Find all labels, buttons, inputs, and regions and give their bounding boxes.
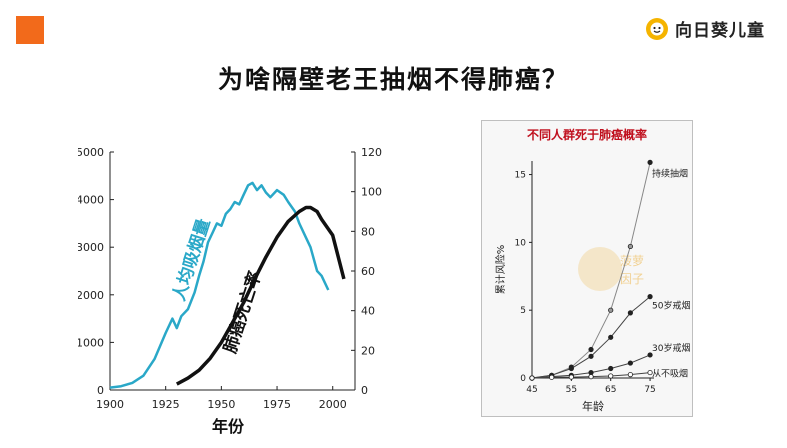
x-axis-title: 年龄 [582,399,604,413]
y-tick-label: 10 [515,238,527,248]
watermark-text: 菠萝 [620,254,644,268]
right-y-tick-label: 80 [361,225,375,238]
left-chart-axes [109,151,356,391]
series-point [568,365,574,372]
watermark-logo-icon [578,247,622,291]
right-y-tick-label: 60 [361,265,375,278]
y-tick-label: 0 [520,374,526,384]
series-line [531,296,651,379]
series-point [588,374,594,380]
series-point [627,310,633,316]
series-point [627,360,633,366]
x-tick-label: 1975 [263,398,291,411]
risk-chart-title: 不同人群死于肺癌概率 [527,127,647,142]
left-y-tick-label: 1000 [78,336,104,349]
y-tick-label: 15 [515,171,526,181]
series-label-smoking: 人均吸烟量 [168,216,214,303]
x-tick-label: 45 [526,385,537,395]
orange-accent-square [16,16,44,44]
series-point [608,373,614,379]
series-point [627,243,633,250]
x-tick-label: 1925 [152,398,180,411]
series-label: 50岁戒烟 [652,300,690,312]
x-tick-label: 65 [605,385,616,395]
risk-chart-panel: 菠萝因子 不同人群死于肺癌概率 0 5 10 15 45 55 65 75 年龄 累计风险% 持续抽烟… [481,120,693,417]
series-point [608,365,614,372]
series-point [647,159,653,165]
x-axis-title: 年份 [212,417,245,436]
left-y-tick-label: 4000 [78,194,104,207]
brand-header: 向日葵儿童 [645,16,765,41]
series-label-lung-cancer: 肺癌死亡率 [220,269,266,356]
series-label: 从不吸烟 [652,368,688,380]
left-chart-labels: 0 1000 2000 3000 4000 5000 0 20 40 60 80 100 120 1900… [78,146,382,436]
series-point [647,369,653,376]
series-line-lung-cancer [175,205,346,386]
left-y-tick-label: 0 [97,384,104,397]
series-point [549,374,555,380]
series-point [588,353,594,359]
x-tick-label: 1950 [207,398,235,411]
y-axis-title: 累计风险% [494,245,507,295]
x-tick-label: 1900 [96,398,124,411]
series-point [568,374,574,380]
left-y-tick-label: 3000 [78,241,104,254]
left-y-tick-label: 5000 [78,146,104,159]
x-tick-label: 2000 [319,398,347,411]
series-point [608,334,614,340]
brand-name: 向日葵儿童 [675,21,765,41]
right-y-tick-label: 100 [361,186,382,199]
right-y-tick-label: 0 [361,384,368,397]
x-tick-label: 55 [566,385,577,395]
page-title: 为啥隔壁老王抽烟不得肺癌？ [217,65,569,94]
series-point [647,294,653,300]
series-point [529,375,535,381]
series-line-smoking [109,181,330,389]
left-chart-series [109,181,346,389]
watermark-text: 因子 [620,272,644,286]
series-point [608,307,614,313]
smoking-vs-lung-cancer-chart: 0 1000 2000 3000 4000 5000 0 20 40 60 80 100 120 1900… [78,146,382,436]
right-y-tick-label: 40 [361,305,375,318]
y-tick-label: 5 [520,306,526,316]
series-point [588,346,594,353]
right-y-tick-label: 120 [361,146,382,159]
right-y-tick-label: 20 [361,344,375,357]
series-label: 持续抽烟 [652,167,688,179]
right-chart-labels: 不同人群死于肺癌概率 0 5 10 15 45 55 65 75 年龄 累计风险% 持续抽烟 50岁戒烟… [494,127,690,413]
series-label: 30岁戒烟 [652,342,690,354]
series-point [627,372,633,378]
x-tick-label: 75 [644,385,655,395]
sunflower-logo-icon [646,17,668,40]
left-y-tick-label: 2000 [78,289,104,302]
series-point [647,352,653,358]
right-chart-series [529,159,653,381]
